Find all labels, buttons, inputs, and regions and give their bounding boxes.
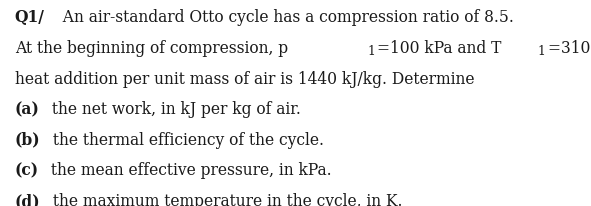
- Text: An air-standard Otto cycle has a compression ratio of 8.5.: An air-standard Otto cycle has a compres…: [53, 9, 514, 26]
- Text: (d): (d): [15, 192, 40, 206]
- Text: Q1/: Q1/: [15, 9, 45, 26]
- Text: 1: 1: [367, 44, 375, 57]
- Text: the thermal efficiency of the cycle.: the thermal efficiency of the cycle.: [48, 131, 324, 148]
- Text: (a): (a): [15, 101, 40, 118]
- Text: heat addition per unit mass of air is 1440 kJ/kg. Determine: heat addition per unit mass of air is 14…: [15, 70, 474, 87]
- Text: (c): (c): [15, 162, 39, 179]
- Text: (b): (b): [15, 131, 40, 148]
- Text: the maximum temperature in the cycle, in K.: the maximum temperature in the cycle, in…: [48, 192, 402, 206]
- Text: At the beginning of compression, p: At the beginning of compression, p: [15, 40, 288, 57]
- Text: the mean effective pressure, in kPa.: the mean effective pressure, in kPa.: [46, 162, 332, 179]
- Text: =310 K. The: =310 K. The: [548, 40, 591, 57]
- Text: the net work, in kJ per kg of air.: the net work, in kJ per kg of air.: [47, 101, 301, 118]
- Text: =100 kPa and T: =100 kPa and T: [377, 40, 502, 57]
- Text: 1: 1: [538, 44, 545, 57]
